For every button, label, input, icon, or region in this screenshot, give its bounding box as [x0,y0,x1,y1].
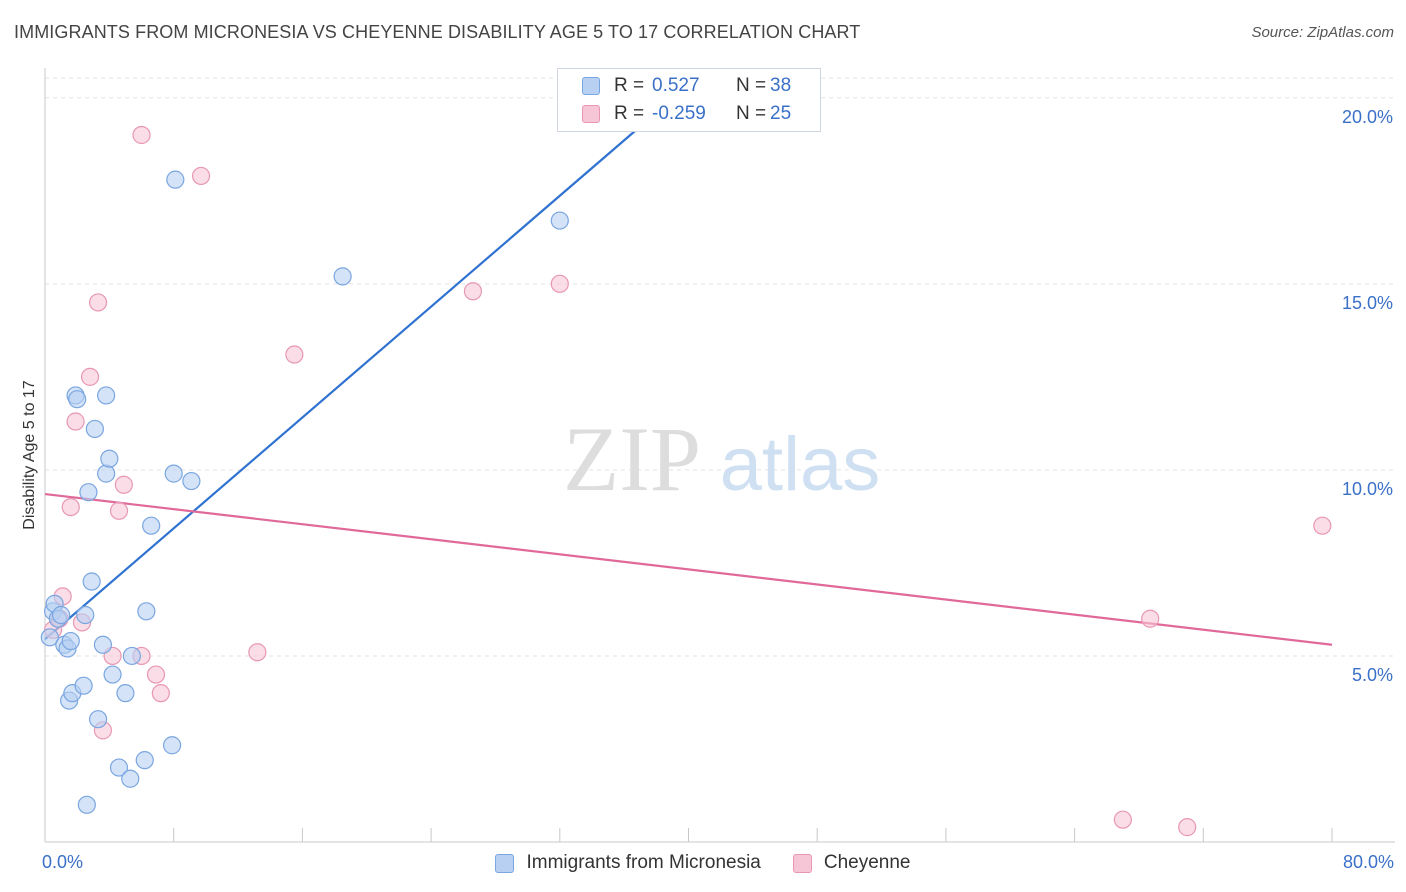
y-tick-labels: 5.0% 10.0% 15.0% 20.0% [1342,107,1393,685]
micronesia-point [166,170,185,189]
cheyenne-point [1141,609,1160,628]
cheyenne-point [1113,810,1132,829]
micronesia-point [333,267,352,286]
micronesia-point [93,635,113,654]
legend-swatch-cheyenne [582,105,600,123]
legend-n-value: 25 [770,103,792,124]
micronesia-point [68,390,87,409]
legend-r-value: 0.527 [652,75,700,96]
chart-title: IMMIGRANTS FROM MICRONESIA VS CHEYENNE D… [14,22,861,42]
micronesia-point [79,483,98,502]
legend-swatch-micronesia [495,853,515,873]
legend-swatch-micronesia [582,77,600,95]
micronesia-point [76,605,95,625]
legend-n-value: 38 [770,75,792,96]
legend-row-micronesia: R = 0.527 N = 38 [582,74,791,98]
y-tick-label: 5.0% [1352,665,1393,685]
legend-item-cheyenne: Cheyenne [792,852,911,874]
watermark-atlas: atlas [720,422,881,507]
cheyenne-point [61,497,80,517]
micronesia-point [82,572,101,591]
micronesia-point [88,710,108,729]
cheyenne-point [114,475,133,494]
micronesia-point [122,646,141,666]
cheyenne-point [285,345,304,364]
cheyenne-trend-layer [44,492,1333,646]
y-tick-label: 20.0% [1342,107,1393,127]
cheyenne-point [66,412,85,431]
micronesia-point [97,386,116,405]
cheyenne-point [1313,516,1332,535]
micronesia-point [100,449,119,468]
micronesia-points [40,99,698,814]
y-tick-label: 10.0% [1342,479,1393,499]
legend-label-cheyenne: Cheyenne [823,852,911,873]
legend-n-label: N = [736,103,767,124]
micronesia-point [116,684,135,703]
cheyenne-point [191,166,211,186]
legend-n-label: N = [736,75,767,96]
legend-r-label: R = [614,75,645,96]
legend-item-micronesia: Immigrants from Micronesia [495,852,761,874]
series-legend: Immigrants from Micronesia Cheyenne [0,852,1406,874]
micronesia-point [103,665,122,684]
legend-r-label: R = [614,103,645,124]
micronesia-point [85,419,104,439]
cheyenne-point [146,665,166,684]
cheyenne-point [88,293,108,312]
cheyenne-point [109,501,129,520]
cheyenne-point [248,643,267,662]
micronesia-point [137,602,156,621]
micronesia-point [51,605,71,625]
micronesia-point [142,516,161,535]
x-tick-label-max: 80.0% [1342,852,1394,872]
micronesia-point [182,471,201,491]
y-tick-label: 15.0% [1342,293,1393,313]
cheyenne-point [463,282,483,301]
cheyenne-point [550,274,569,293]
cheyenne-trendline [44,492,1333,646]
source-label: Source: ZipAtlas.com [1251,24,1394,41]
legend-swatch-cheyenne [792,853,812,873]
watermark-zip: ZIP [563,408,701,510]
micronesia-point [61,631,80,651]
micronesia-trendline [44,106,664,641]
micronesia-point [121,769,140,788]
micronesia-point [40,628,59,647]
axes [44,68,1395,843]
watermark: ZIP atlas [563,408,880,510]
cheyenne-point [1178,818,1197,837]
legend-label-micronesia: Immigrants from Micronesia [526,852,761,873]
micronesia-point [550,211,569,230]
cheyenne-point [80,367,100,386]
micronesia-point [164,464,183,483]
micronesia-point [135,751,154,770]
micronesia-point [77,795,96,814]
gridlines [45,77,1395,657]
micronesia-point [74,676,93,695]
micronesia-trend-layer [44,106,664,641]
legend-r-value: -0.259 [652,103,706,124]
micronesia-point [109,758,129,777]
legend-row-cheyenne: R = -0.259 N = 25 [582,102,791,126]
cheyenne-point [132,125,151,145]
micronesia-point [162,736,182,755]
stats-legend: R = 0.527 N = 38 R = -0.259 N = 25 [557,68,821,132]
micronesia-point [97,464,116,483]
cheyenne-point [151,684,170,703]
x-tick-label-min: 0.0% [42,852,84,872]
